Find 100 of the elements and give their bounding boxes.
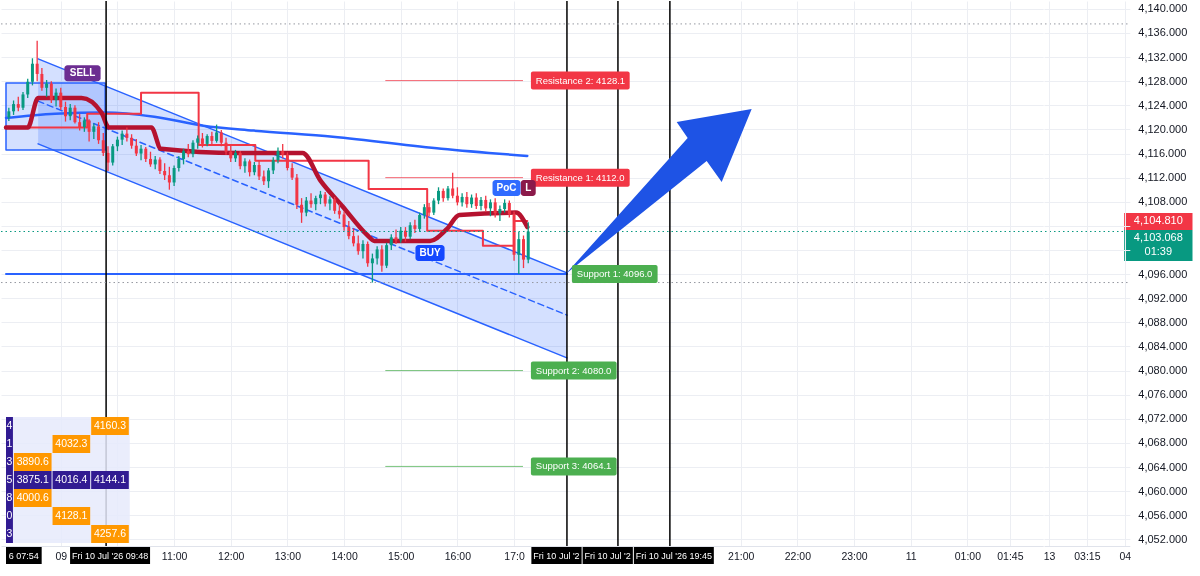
ref-line-label: Fri 10 Jul '2	[584, 550, 631, 561]
x-tick-label: 09	[55, 549, 68, 562]
candlestick	[517, 231, 521, 275]
candlestick	[361, 239, 365, 260]
annotation: 5	[6, 473, 13, 485]
x-tick-label: 13:00	[274, 549, 302, 562]
candlestick	[54, 87, 58, 108]
annotation: 3	[6, 455, 13, 467]
annotation: 4000.6	[16, 491, 49, 503]
candlestick	[73, 104, 77, 125]
y-tick-label: 4,120.000	[1138, 122, 1188, 135]
y-tick-label: 4,132.000	[1138, 50, 1188, 63]
candlestick	[21, 91, 25, 111]
annotation: L	[525, 181, 532, 193]
candlestick	[148, 151, 152, 168]
annotation: BUY	[419, 247, 441, 258]
candlestick	[233, 149, 237, 163]
y-tick-label: 4,056.000	[1138, 508, 1188, 521]
ref-line-label: Fri 10 Jul '2	[533, 550, 580, 561]
candlestick	[238, 150, 242, 170]
x-tick-label: 14:00	[331, 549, 358, 562]
y-tick-label: 4,092.000	[1138, 291, 1188, 304]
annotation: 0	[6, 509, 13, 521]
annotation: 3	[6, 527, 13, 539]
y-tick-label: 4,060.000	[1138, 484, 1188, 497]
y-tick-label: 4,128.000	[1138, 74, 1188, 87]
candlestick	[356, 234, 360, 256]
candlestick	[385, 242, 389, 269]
y-tick-label: 4,068.000	[1138, 436, 1188, 449]
candlestick	[380, 244, 384, 273]
candlestick	[413, 219, 417, 234]
candlestick	[352, 227, 356, 248]
annotation: 4128.1	[55, 509, 88, 521]
candlestick	[375, 245, 379, 266]
y-tick-label: 4,124.000	[1138, 98, 1188, 111]
candlestick	[437, 186, 441, 205]
candlestick	[285, 151, 289, 172]
annotation: PoC	[496, 181, 517, 193]
ref-line-label: Resistance 1: 4112.0	[535, 171, 625, 183]
y-tick-label: 4,052.000	[1138, 532, 1188, 545]
candlestick	[257, 160, 261, 181]
ref-line-label: Resistance 2: 4128.1	[535, 74, 626, 86]
x-tick-label: 23:00	[841, 549, 868, 562]
candlestick	[304, 196, 308, 217]
candlestick	[30, 57, 34, 87]
x-tick-label: 13	[1043, 549, 1056, 562]
candlestick	[370, 252, 374, 284]
annotation: 4257.6	[93, 527, 127, 539]
x-tick-label: 12:00	[218, 549, 245, 562]
candlestick	[26, 78, 30, 99]
candlestick	[101, 132, 105, 157]
candlestick	[328, 195, 332, 211]
y-tick-label: 4,116.000	[1138, 147, 1187, 160]
ref-line-label: 4,103.068 01:39	[1133, 230, 1183, 257]
ref-line-label: Support 2: 4080.0	[535, 364, 612, 376]
annotation: 4144.1	[93, 473, 127, 485]
candlestick	[97, 121, 101, 145]
annotation: SELL	[69, 67, 96, 79]
candlestick	[167, 166, 171, 191]
annotation: 4016.4	[55, 473, 88, 485]
candlestick	[63, 101, 67, 123]
x-tick-label: 11:00	[161, 549, 188, 562]
ref-line-label: Fri 10 Jul '26 09:48	[71, 550, 149, 561]
annotation: 4	[6, 419, 13, 431]
y-tick-label: 4,088.000	[1138, 315, 1188, 328]
candlestick	[455, 186, 459, 207]
candlestick	[35, 40, 39, 82]
x-tick-label: 03:15	[1074, 549, 1101, 562]
x-tick-label: 15:00	[388, 549, 415, 562]
candlestick	[300, 197, 304, 224]
y-tick-label: 4,072.000	[1138, 412, 1188, 425]
annotation: 4032.3	[55, 437, 88, 449]
candlestick	[460, 192, 464, 208]
annotation: 1	[6, 437, 13, 449]
candlestick	[59, 87, 63, 111]
candlestick	[125, 126, 129, 143]
candlestick	[215, 123, 219, 144]
y-tick-label: 4,108.000	[1138, 195, 1188, 208]
candlestick	[394, 228, 398, 245]
y-tick-label: 4,076.000	[1138, 388, 1188, 401]
annotation: 8	[6, 491, 13, 503]
x-tick-label: 11	[905, 549, 917, 562]
x-tick-label: 01:45	[997, 549, 1024, 562]
x-tick-label: 17:0	[504, 549, 525, 562]
x-tick-label: 01:00	[954, 549, 982, 562]
y-tick-label: 4,096.000	[1138, 267, 1188, 280]
y-tick-label: 4,080.000	[1138, 364, 1188, 377]
series-label: Support 1: 4096.0	[576, 268, 653, 280]
ref-line-label: Support 3: 4064.1	[535, 460, 612, 472]
ref-line-label: Fri 10 Jul '26 19:45	[635, 550, 712, 561]
x-tick-label: 21:00	[728, 549, 755, 562]
y-tick-label: 4,084.000	[1138, 339, 1188, 352]
x-tick-label: 16:00	[444, 549, 472, 562]
candlestick	[40, 67, 44, 92]
y-tick-label: 4,136.000	[1138, 26, 1188, 39]
x-tick-label: 04	[1119, 549, 1132, 562]
text: 6 07:54	[8, 550, 39, 561]
annotation: 3875.1	[16, 473, 49, 485]
candlestick	[172, 164, 176, 187]
x-tick-label: 22:00	[784, 549, 812, 562]
